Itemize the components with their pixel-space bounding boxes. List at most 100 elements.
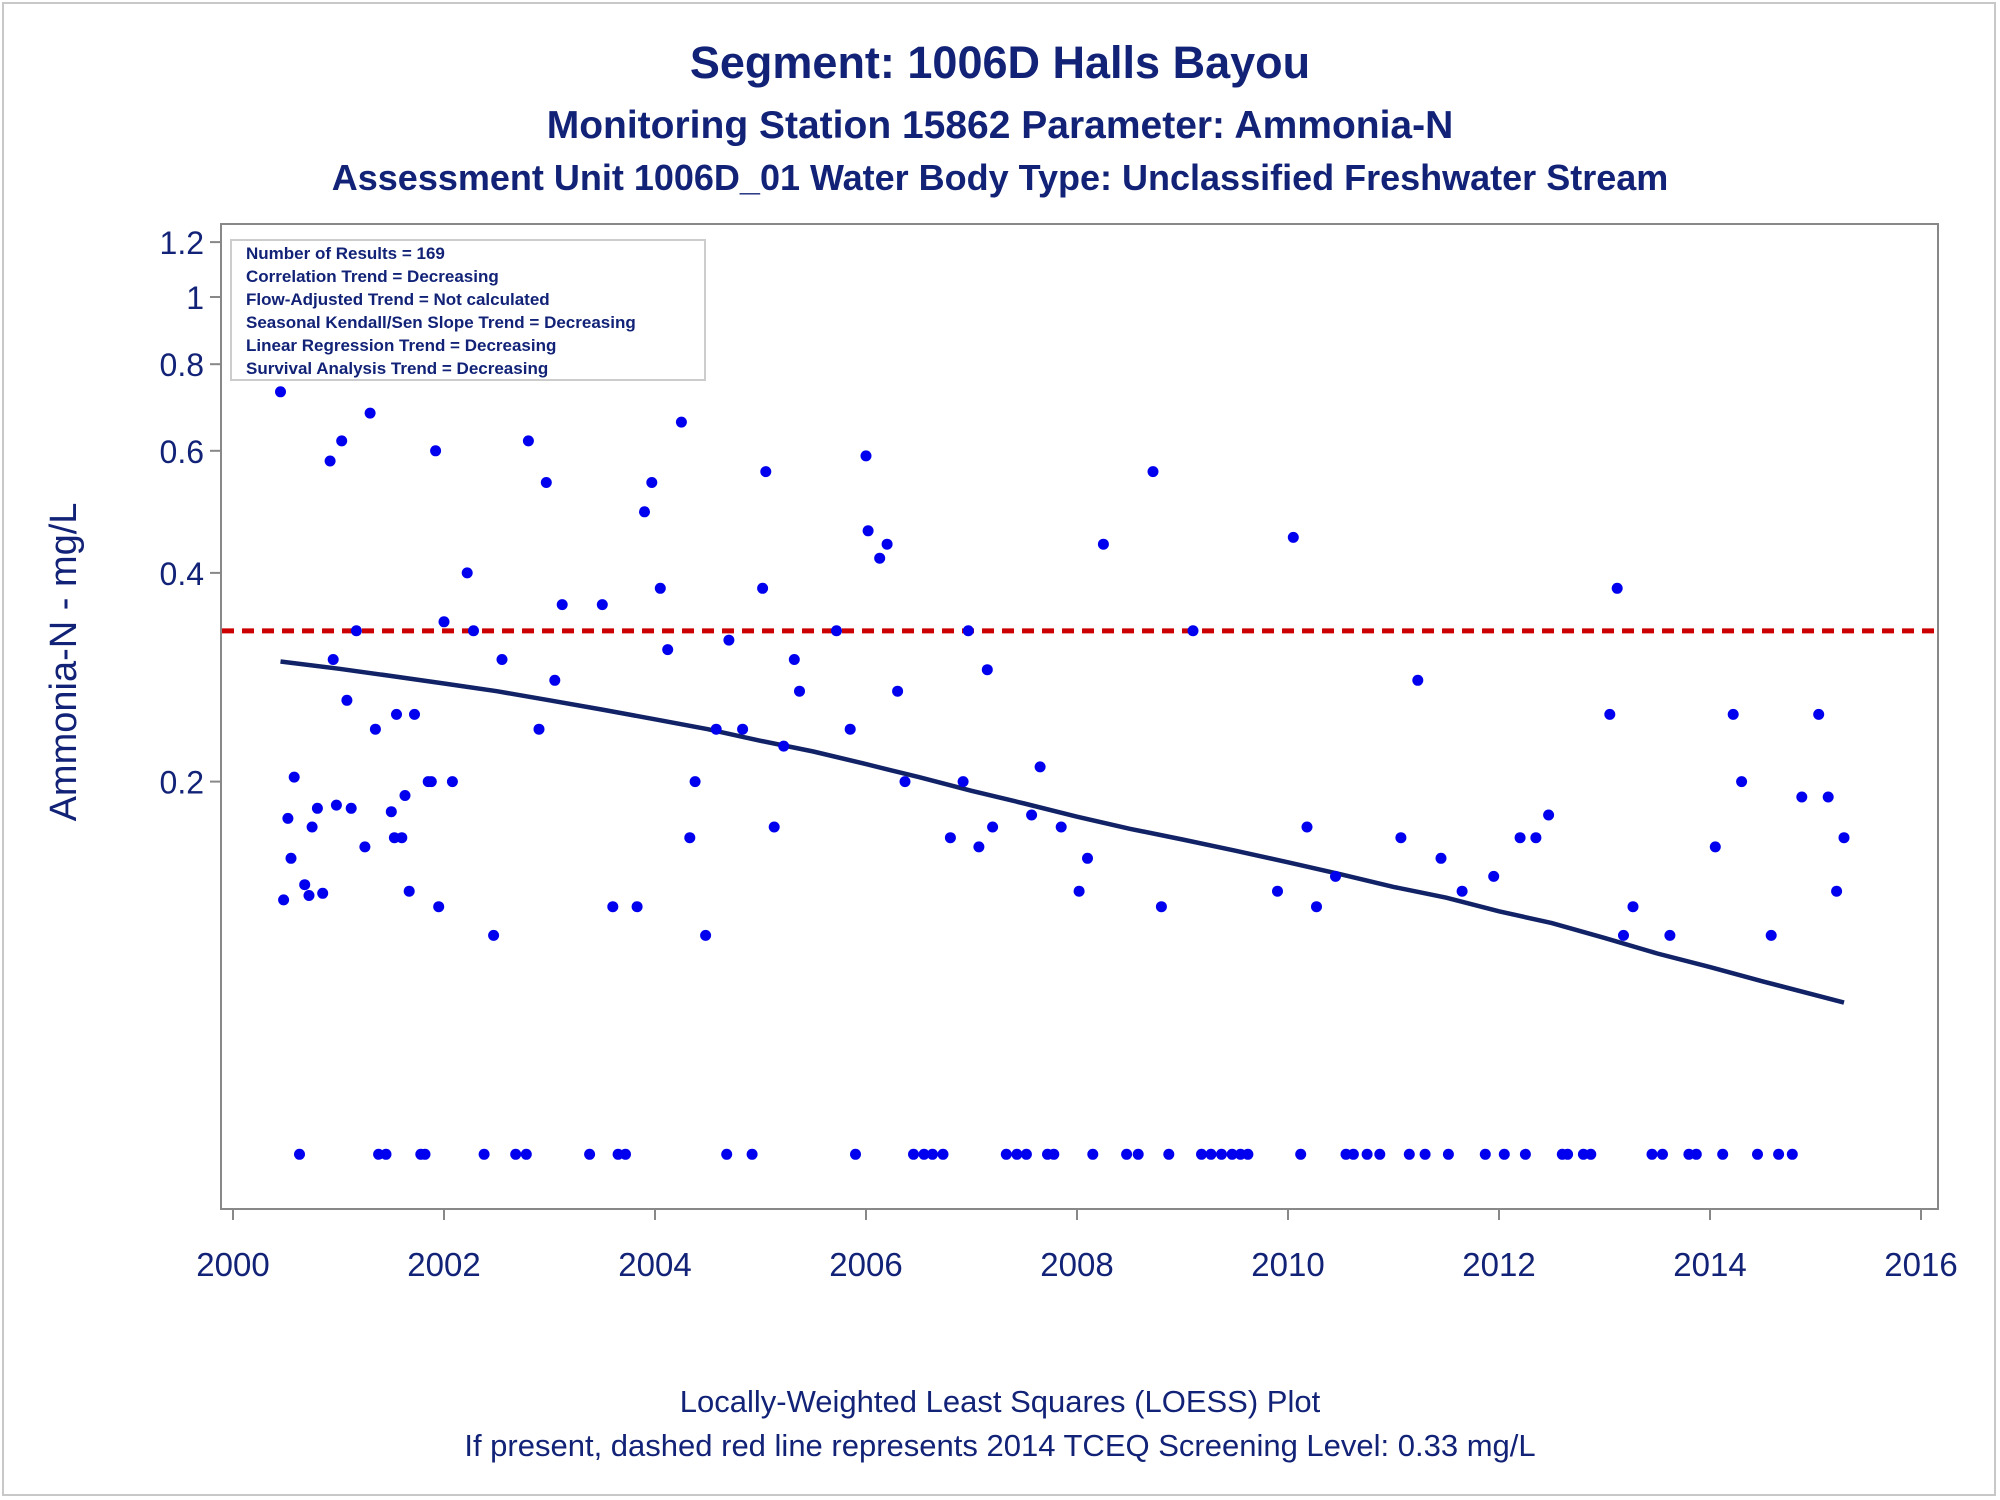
- data-point: [1272, 885, 1283, 897]
- data-point: [1216, 1148, 1227, 1160]
- data-point: [1765, 929, 1777, 941]
- data-point: [350, 625, 362, 637]
- data-points: [275, 241, 1850, 1160]
- data-point: [1690, 1148, 1702, 1160]
- data-point: [1717, 1148, 1729, 1160]
- data-point: [850, 1148, 861, 1160]
- y-axis: 0.2 0.4 0.6 0.8 1 1.2: [160, 225, 221, 801]
- data-point: [1657, 1148, 1668, 1160]
- data-point: [303, 890, 315, 901]
- data-point: [973, 841, 985, 853]
- data-point: [1773, 1148, 1785, 1160]
- data-point: [1163, 1148, 1175, 1160]
- data-point: [327, 654, 339, 665]
- data-point: [899, 776, 911, 788]
- y-tick-label: 1.2: [160, 225, 204, 261]
- stats-linear-regression-trend: Linear Regression Trend = Decreasing: [246, 336, 556, 355]
- x-tick-label: 2000: [196, 1246, 269, 1283]
- data-point: [1664, 929, 1676, 941]
- data-point: [927, 1148, 938, 1160]
- data-point: [1627, 901, 1639, 913]
- data-point: [556, 599, 568, 611]
- data-point: [794, 685, 805, 697]
- data-point: [1514, 832, 1526, 844]
- data-point: [1011, 1148, 1023, 1160]
- data-point: [1796, 791, 1808, 803]
- stats-flow-adjusted-trend: Flow-Adjusted Trend = Not calculated: [246, 290, 550, 309]
- data-point: [396, 832, 408, 844]
- data-point: [1838, 832, 1850, 844]
- data-point: [1562, 1148, 1574, 1160]
- data-point: [737, 723, 749, 735]
- data-point: [345, 802, 357, 814]
- data-point: [778, 740, 790, 752]
- data-point: [299, 879, 311, 891]
- data-point: [1456, 885, 1468, 897]
- y-axis-label: Ammonia-N - mg/L: [43, 503, 85, 822]
- stats-number-of-results: Number of Results = 169: [246, 244, 445, 263]
- data-point: [364, 407, 376, 419]
- data-point: [1295, 1148, 1307, 1160]
- data-point: [478, 1148, 490, 1160]
- data-point: [607, 901, 619, 913]
- data-point: [510, 1148, 522, 1160]
- data-point: [341, 694, 353, 706]
- data-point: [275, 386, 286, 398]
- data-point: [981, 664, 993, 676]
- data-point: [1020, 1148, 1032, 1160]
- data-point: [881, 538, 893, 550]
- data-point: [1287, 531, 1299, 543]
- data-point: [654, 582, 666, 594]
- data-point: [369, 723, 381, 735]
- data-point: [944, 832, 956, 844]
- x-tick-label: 2008: [1040, 1246, 1113, 1283]
- data-point: [760, 466, 772, 478]
- footnote-loess: Locally-Weighted Least Squares (LOESS) P…: [680, 1384, 1321, 1419]
- data-point: [957, 776, 969, 788]
- y-tick-label: 0.8: [160, 347, 204, 383]
- data-point: [1000, 1148, 1012, 1160]
- data-point: [399, 790, 411, 801]
- x-axis: 2000 2002 2004 2006 2008 2010 2012 2014 2016: [196, 1209, 1958, 1283]
- data-point: [908, 1148, 919, 1160]
- data-point: [788, 654, 800, 665]
- data-point: [1055, 821, 1067, 833]
- data-point: [1242, 1148, 1254, 1160]
- data-point: [1403, 1148, 1415, 1160]
- data-point: [1831, 885, 1843, 897]
- data-point: [522, 435, 534, 447]
- data-point: [549, 674, 561, 686]
- data-point: [844, 723, 856, 735]
- data-point: [1034, 761, 1046, 773]
- data-point: [1488, 870, 1500, 882]
- data-point: [1646, 1148, 1658, 1160]
- data-point: [937, 1148, 949, 1160]
- data-point: [874, 552, 886, 564]
- data-point: [700, 929, 712, 941]
- data-point: [1026, 809, 1038, 821]
- data-point: [1585, 1148, 1597, 1160]
- data-point: [1087, 1148, 1099, 1160]
- chart-subtitle-2: Assessment Unit 1006D_01 Water Body Type…: [332, 157, 1669, 198]
- data-point: [1813, 708, 1825, 720]
- data-point: [675, 416, 687, 428]
- data-point: [962, 625, 974, 637]
- data-point: [285, 852, 297, 864]
- data-point: [1479, 1148, 1491, 1160]
- data-point: [446, 776, 458, 788]
- data-point: [391, 708, 402, 720]
- data-point: [278, 894, 290, 906]
- data-point: [1442, 1148, 1454, 1160]
- data-point: [1435, 852, 1447, 864]
- data-point: [721, 1148, 733, 1160]
- x-tick-label: 2002: [407, 1246, 480, 1283]
- data-point: [330, 799, 342, 811]
- data-point: [294, 1148, 305, 1160]
- data-point: [282, 812, 294, 824]
- data-point: [710, 723, 722, 735]
- data-point: [631, 901, 643, 913]
- data-point: [860, 450, 872, 462]
- data-point: [1301, 821, 1313, 833]
- y-tick-label: 0.4: [160, 556, 204, 592]
- data-point: [324, 455, 336, 467]
